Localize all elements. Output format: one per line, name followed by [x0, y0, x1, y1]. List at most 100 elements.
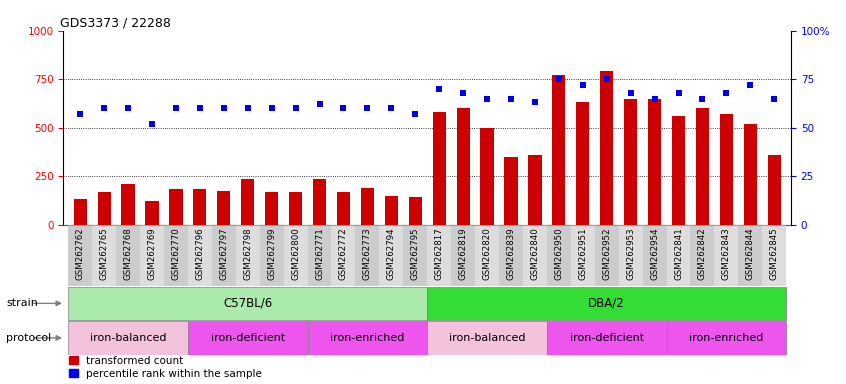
Bar	[529, 155, 541, 225]
Text: GSM262762: GSM262762	[75, 228, 85, 280]
Point	[146, 121, 159, 127]
Bar	[499, 225, 523, 286]
Bar	[571, 225, 595, 286]
Text: GSM262841: GSM262841	[674, 228, 683, 280]
Text: GSM262798: GSM262798	[244, 228, 252, 280]
Bar	[767, 155, 781, 225]
Point	[672, 90, 685, 96]
Text: GSM262952: GSM262952	[602, 228, 611, 280]
Text: iron-enriched: iron-enriched	[330, 333, 404, 343]
Point	[767, 96, 781, 102]
Bar	[379, 225, 404, 286]
Point	[217, 105, 231, 111]
Bar	[188, 321, 308, 354]
Point	[265, 105, 278, 111]
Bar	[618, 225, 643, 286]
Bar	[308, 321, 427, 354]
Bar	[122, 184, 135, 225]
Bar	[69, 321, 188, 354]
Text: GSM262799: GSM262799	[267, 228, 276, 280]
Bar	[739, 225, 762, 286]
Legend: transformed count, percentile rank within the sample: transformed count, percentile rank withi…	[69, 356, 262, 379]
Point	[169, 105, 183, 111]
Point	[121, 105, 135, 111]
Bar	[74, 199, 87, 225]
Bar	[97, 192, 111, 225]
Point	[360, 105, 374, 111]
Text: GSM262772: GSM262772	[339, 228, 348, 280]
Bar	[504, 157, 518, 225]
Bar	[164, 225, 188, 286]
Bar	[667, 321, 786, 354]
Text: iron-deficient: iron-deficient	[211, 333, 285, 343]
Bar	[475, 225, 499, 286]
Bar	[427, 225, 451, 286]
Bar	[547, 321, 667, 354]
Point	[337, 105, 350, 111]
Point	[695, 96, 709, 102]
Text: GSM262950: GSM262950	[554, 228, 563, 280]
Text: GSM262842: GSM262842	[698, 228, 707, 280]
Text: C57BL/6: C57BL/6	[223, 297, 272, 310]
Text: GSM262769: GSM262769	[147, 228, 157, 280]
Bar	[720, 114, 733, 225]
Bar	[690, 225, 714, 286]
Bar	[69, 287, 427, 320]
Text: GSM262819: GSM262819	[459, 228, 468, 280]
Bar	[332, 225, 355, 286]
Point	[409, 111, 422, 117]
Point	[481, 96, 494, 102]
Point	[313, 101, 327, 108]
Text: GSM262794: GSM262794	[387, 228, 396, 280]
Point	[288, 105, 302, 111]
Text: GSM262951: GSM262951	[579, 228, 587, 280]
Bar	[600, 71, 613, 225]
Bar	[116, 225, 140, 286]
Point	[576, 82, 590, 88]
Bar	[762, 225, 786, 286]
Bar	[236, 225, 260, 286]
Text: strain: strain	[6, 298, 38, 308]
Bar	[360, 188, 374, 225]
Bar	[427, 321, 547, 354]
Bar	[260, 225, 283, 286]
Text: protocol: protocol	[6, 333, 51, 343]
Bar	[283, 225, 308, 286]
Bar	[289, 192, 302, 225]
Bar	[193, 189, 206, 225]
Text: DBA/2: DBA/2	[588, 297, 625, 310]
Bar	[337, 192, 350, 225]
Bar	[427, 287, 786, 320]
Text: GSM262797: GSM262797	[219, 228, 228, 280]
Bar	[265, 192, 278, 225]
Text: GSM262771: GSM262771	[315, 228, 324, 280]
Text: GSM262817: GSM262817	[435, 228, 443, 280]
Bar	[212, 225, 236, 286]
Bar	[409, 197, 422, 225]
Text: iron-balanced: iron-balanced	[90, 333, 167, 343]
Text: iron-deficient: iron-deficient	[569, 333, 644, 343]
Point	[193, 105, 206, 111]
Text: GSM262795: GSM262795	[411, 228, 420, 280]
Bar	[188, 225, 212, 286]
Bar	[146, 201, 158, 225]
Point	[385, 105, 398, 111]
Point	[744, 82, 757, 88]
Text: GSM262768: GSM262768	[124, 228, 133, 280]
Text: GSM262845: GSM262845	[770, 228, 779, 280]
Bar	[643, 225, 667, 286]
Point	[648, 96, 662, 102]
Text: GSM262770: GSM262770	[172, 228, 180, 280]
Bar	[313, 179, 326, 225]
Bar	[355, 225, 379, 286]
Point	[720, 90, 733, 96]
Bar	[744, 124, 757, 225]
Bar	[696, 108, 709, 225]
Bar	[648, 99, 662, 225]
Bar	[432, 112, 446, 225]
Text: GSM262800: GSM262800	[291, 228, 300, 280]
Text: GSM262796: GSM262796	[195, 228, 205, 280]
Bar	[667, 225, 690, 286]
Bar	[451, 225, 475, 286]
Bar	[552, 75, 565, 225]
